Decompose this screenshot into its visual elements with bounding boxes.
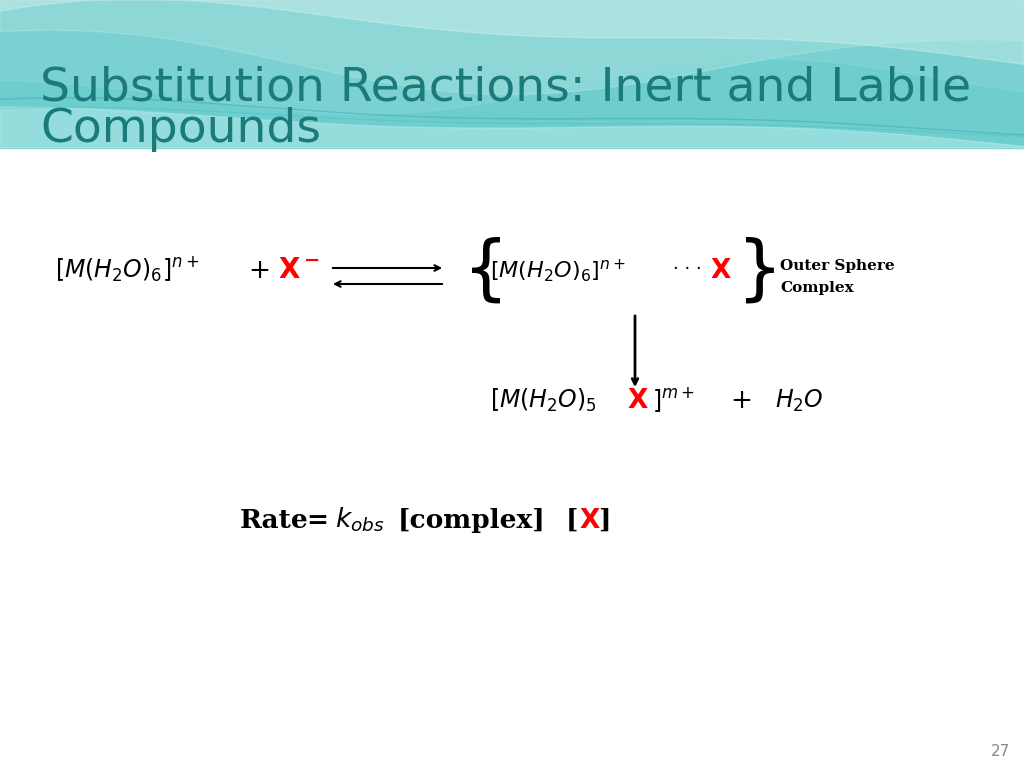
Text: 27: 27	[991, 744, 1010, 759]
Text: $\mathbf{X^-}$: $\mathbf{X^-}$	[278, 257, 319, 284]
Text: $H_2O$: $H_2O$	[775, 388, 823, 414]
Text: $k_{obs}$: $k_{obs}$	[335, 506, 385, 535]
Text: $+$: $+$	[248, 258, 269, 283]
Text: Outer Sphere: Outer Sphere	[780, 259, 895, 273]
Text: $\{$: $\{$	[462, 236, 501, 306]
Text: $[M(H_2O)_6]^{n+}$: $[M(H_2O)_6]^{n+}$	[490, 257, 626, 284]
Text: Compounds: Compounds	[40, 108, 321, 153]
Text: $+$: $+$	[730, 388, 752, 413]
Text: $]^{m+}$: $]^{m+}$	[652, 385, 695, 414]
Text: Complex: Complex	[780, 281, 854, 295]
Text: [: [	[566, 508, 579, 533]
Bar	[0, 0, 1024, 148]
Text: · · ·: · · ·	[673, 260, 701, 278]
Text: Rate: Rate	[240, 508, 309, 533]
Text: $[M(H_2O)_5$: $[M(H_2O)_5$	[490, 387, 597, 414]
Text: $[M(H_2O)_6]^{n+}$: $[M(H_2O)_6]^{n+}$	[55, 255, 200, 284]
Text: $\mathbf{X}$: $\mathbf{X}$	[627, 388, 649, 413]
Text: $\}$: $\}$	[736, 236, 775, 306]
Text: ]: ]	[598, 508, 610, 533]
Text: $\mathbf{X}$: $\mathbf{X}$	[579, 508, 601, 533]
Text: =: =	[306, 508, 328, 533]
Text: $\mathbf{X}$: $\mathbf{X}$	[710, 258, 732, 283]
Text: Substitution Reactions: Inert and Labile: Substitution Reactions: Inert and Labile	[40, 65, 971, 111]
Text: [complex]: [complex]	[398, 508, 546, 533]
